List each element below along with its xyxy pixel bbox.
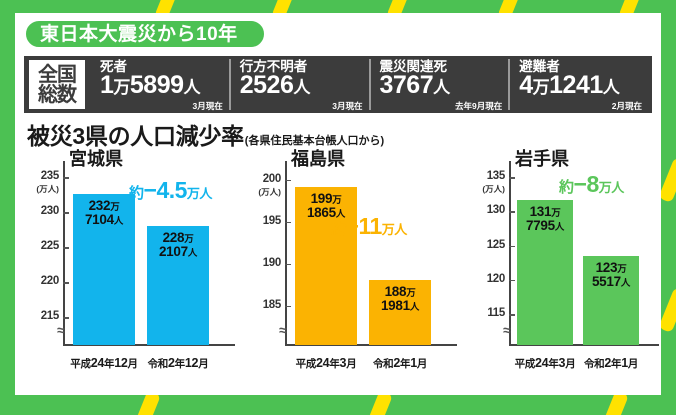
y-tick (285, 305, 291, 308)
stat-as-of: 3月現在 (192, 100, 223, 111)
section-title-main: 被災3県の人口減少率 (27, 123, 244, 149)
chart-title: 福島県 (291, 149, 345, 169)
badge-line-2: 総数 (38, 83, 77, 106)
y-tick-label: 225 (40, 240, 60, 253)
bar: 199万 1865人 (295, 187, 357, 345)
x-axis (285, 344, 457, 346)
y-tick (63, 282, 69, 284)
y-tick (63, 247, 69, 249)
x-axis-label: 平成24年12月 (70, 356, 138, 370)
chart-title: 岩手県 (515, 149, 569, 169)
x-axis-label: 令和2年1月 (372, 356, 428, 370)
y-tick (285, 221, 291, 224)
stat-value: 3767人 (379, 71, 451, 100)
y-tick-label: 135 (486, 170, 506, 183)
x-axis-label: 平成24年3月 (295, 356, 357, 370)
stat-cell-3: 避難者 4万1241人 2月現在 (508, 59, 648, 110)
bar: 188万 1981人 (369, 279, 431, 345)
stat-value: 4万1241人 (519, 71, 620, 100)
delta-annotation: 約−11万人 (331, 213, 407, 239)
bar-value-label: 131万 7795人 (525, 204, 565, 234)
stat-cell-1: 行方不明者 2526人 3月現在 (228, 59, 369, 111)
y-tick (509, 279, 515, 282)
y-axis-unit: (万人) (36, 184, 59, 195)
delta-annotation: 約−4.5万人 (129, 177, 212, 203)
y-tick-label: 190 (262, 256, 282, 269)
section-title: 被災3県の人口減少率 (各県住民基本台帳人口から) (27, 117, 384, 151)
delta-annotation: 約−8万人 (559, 171, 624, 197)
bar-value-label: 232万 7104人 (84, 198, 124, 228)
x-axis-label: 令和2年12月 (147, 356, 209, 370)
stat-cell-0: 死者 1万5899人 3月現在 (91, 59, 229, 110)
national-totals-band: 全国 総数 死者 1万5899人 3月現在 行方不明者 2526人 3月現在 震災関連死 37… (24, 56, 652, 113)
stat-value: 1万5899人 (100, 71, 201, 100)
y-axis (285, 161, 287, 346)
stat-label: 行方不明者 (239, 59, 308, 74)
chart-福島県: 福島県 185 190 195 200 (万人) ≈199万 1865人平成24年3月 188万… (243, 145, 463, 393)
y-tick-label: 200 (262, 172, 282, 185)
chart-宮城県: 宮城県 215 220 225 230 235 (万人) ≈232万 7104人平成24年12月… (21, 145, 239, 393)
prefecture-charts: 宮城県 215 220 225 230 235 (万人) ≈232万 7104人 平成24年12月… (15, 145, 661, 393)
national-total-badge: 全国 総数 (29, 60, 85, 109)
section-title-note: (各県住民基本台帳人口から) (244, 135, 385, 147)
bar: 123万 5517人 (583, 256, 639, 345)
y-tick-label: 195 (262, 214, 282, 227)
x-axis-label: 令和2年1月 (583, 356, 639, 370)
bar-value-label: 123万 5517人 (591, 260, 631, 290)
y-tick (285, 263, 291, 266)
stat-cells: 死者 1万5899人 3月現在 行方不明者 2526人 3月現在 震災関連死 3767人 去年9… (91, 59, 648, 110)
y-tick (509, 245, 515, 248)
bar-value-label: 199万 1865人 (306, 191, 346, 221)
headline-pill: 東日本大震災から10年 (24, 19, 266, 49)
stat-label: 避難者 (519, 59, 560, 74)
y-axis (509, 161, 511, 346)
y-tick-label: 230 (40, 205, 60, 218)
y-tick-label: 215 (40, 310, 60, 323)
y-axis (63, 161, 65, 346)
stat-label: 震災関連死 (379, 59, 448, 74)
x-axis (509, 344, 659, 346)
chart-岩手県: 岩手県 115 120 125 130 135 (万人) ≈131万 7795人平成24年3月 1… (467, 145, 661, 393)
y-tick-label: 235 (40, 170, 60, 183)
stat-as-of: 3月現在 (332, 100, 363, 111)
bar-value-label: 188万 1981人 (380, 283, 420, 313)
y-tick-label: 130 (486, 204, 506, 217)
bar: 228万 2107人 (147, 225, 209, 345)
y-tick-label: 220 (40, 275, 60, 288)
bar-value-label: 228万 2107人 (158, 229, 198, 259)
y-tick (63, 177, 69, 180)
axis-break-icon: ≈ (503, 322, 511, 338)
x-axis-label: 平成24年3月 (514, 356, 576, 370)
y-axis-unit: (万人) (482, 184, 505, 195)
stat-as-of: 2月現在 (611, 100, 642, 111)
content-card: 東日本大震災から10年 全国 総数 死者 1万5899人 3月現在 行方不明者 2526… (15, 13, 661, 395)
y-tick (509, 313, 515, 316)
headline-text: 東日本大震災から10年 (40, 23, 238, 45)
y-tick-label: 125 (486, 238, 506, 251)
stat-value: 2526人 (239, 71, 311, 100)
axis-break-icon: ≈ (279, 322, 287, 338)
y-tick (63, 317, 69, 319)
stat-as-of: 去年9月現在 (455, 100, 503, 111)
bar: 232万 7104人 (73, 194, 135, 345)
stat-label: 死者 (100, 59, 127, 74)
y-tick (285, 179, 291, 182)
badge-line-1: 全国 (38, 63, 77, 86)
chart-title: 宮城県 (69, 149, 123, 169)
axis-break-icon: ≈ (57, 322, 65, 338)
y-tick (509, 177, 515, 179)
bar: 131万 7795人 (517, 200, 573, 345)
y-tick-label: 185 (262, 298, 282, 311)
x-axis (63, 344, 235, 346)
y-tick-label: 120 (486, 272, 506, 285)
y-tick-label: 115 (487, 306, 505, 319)
y-tick (509, 211, 515, 213)
y-axis-unit: (万人) (258, 186, 281, 197)
y-tick (63, 212, 69, 214)
stat-cell-2: 震災関連死 3767人 去年9月現在 (368, 59, 509, 111)
